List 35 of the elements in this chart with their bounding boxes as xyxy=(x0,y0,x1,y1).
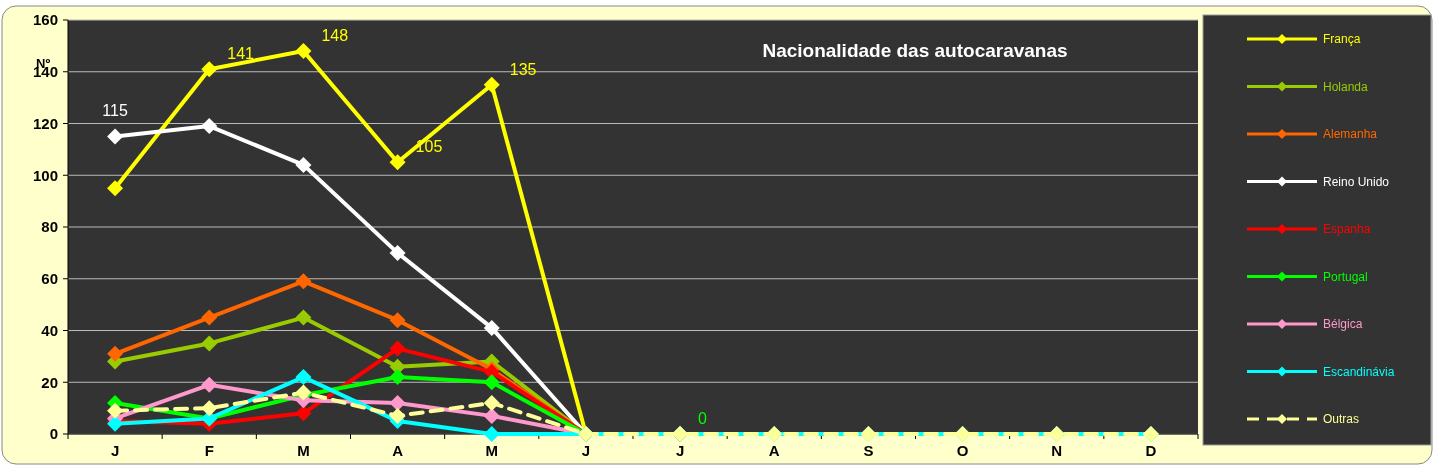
text: França xyxy=(1323,32,1361,47)
y-tick-label: 160 xyxy=(32,11,58,29)
text: Alemanha xyxy=(1323,127,1378,142)
x-tick-label: F xyxy=(204,442,214,459)
text: Outras xyxy=(1323,412,1360,427)
data-label: 0 xyxy=(698,410,708,427)
x-tick-label: J xyxy=(675,442,685,459)
x-tick-label: A xyxy=(392,442,404,459)
x-tick-label: M xyxy=(485,442,498,459)
data-label: 135 xyxy=(509,60,537,78)
data-label: 141 xyxy=(227,45,255,63)
y-tick-label: 120 xyxy=(32,114,58,132)
text: Portugal xyxy=(1323,269,1368,284)
text: Holanda xyxy=(1323,79,1369,94)
x-tick-label: D xyxy=(1145,442,1157,459)
x-tick-label: J xyxy=(110,442,120,459)
y-tick-label: 40 xyxy=(41,321,58,339)
y-tick-label: 0 xyxy=(49,425,58,443)
text: Espanha xyxy=(1323,222,1371,237)
x-tick-label: M xyxy=(297,442,310,459)
text: Nacionalidade das autocaravanas xyxy=(762,40,1068,61)
text: Reino Unido xyxy=(1323,174,1390,189)
x-tick-label: J xyxy=(581,442,591,459)
x-tick-label: O xyxy=(956,442,969,459)
y-tick-label: 60 xyxy=(41,270,58,287)
x-tick-label: A xyxy=(768,442,780,459)
y-tick-label: 100 xyxy=(32,166,58,184)
data-label: 115 xyxy=(102,102,128,120)
x-tick-label: N xyxy=(1051,442,1063,459)
data-label: 148 xyxy=(321,27,349,45)
y-tick-label: 80 xyxy=(41,218,58,236)
text: Escandinávia xyxy=(1323,364,1395,379)
text: Bélgica xyxy=(1323,317,1363,332)
y-tick-label: 20 xyxy=(41,373,58,391)
x-tick-label: S xyxy=(863,442,874,459)
